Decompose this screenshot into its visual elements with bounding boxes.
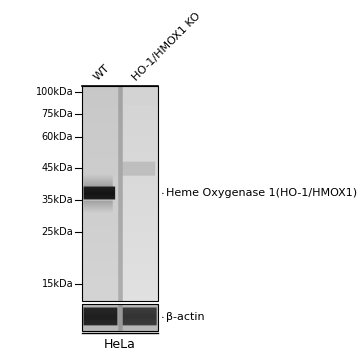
Text: WT: WT [92, 63, 112, 83]
Text: 75kDa: 75kDa [41, 109, 73, 119]
Text: β-actin: β-actin [166, 312, 205, 322]
Text: 100kDa: 100kDa [36, 87, 73, 97]
Text: Heme Oxygenase 1(HO-1/HMOX1): Heme Oxygenase 1(HO-1/HMOX1) [166, 189, 357, 198]
Text: 25kDa: 25kDa [41, 227, 73, 237]
Text: 60kDa: 60kDa [42, 132, 73, 142]
Bar [82, 304, 158, 331]
Text: HeLa: HeLa [104, 337, 136, 351]
Bar [82, 86, 158, 301]
Text: HO-1/HMOX1 KO: HO-1/HMOX1 KO [130, 11, 202, 83]
Text: 45kDa: 45kDa [42, 163, 73, 173]
Text: 35kDa: 35kDa [42, 195, 73, 205]
Text: 15kDa: 15kDa [42, 279, 73, 289]
